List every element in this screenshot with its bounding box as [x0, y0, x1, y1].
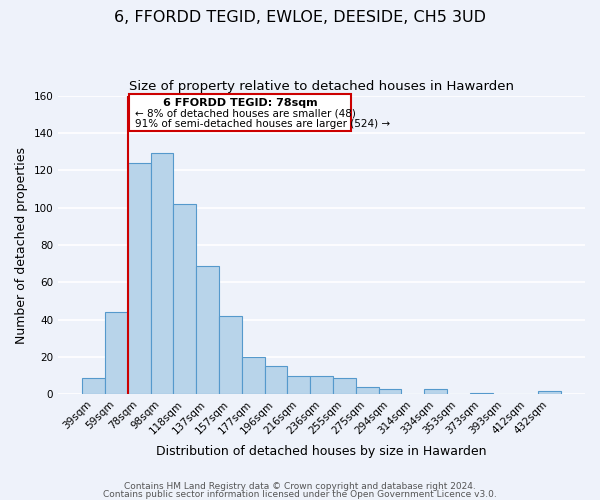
Bar — [424, 389, 447, 394]
FancyBboxPatch shape — [129, 94, 351, 131]
Title: Size of property relative to detached houses in Hawarden: Size of property relative to detached ho… — [129, 80, 514, 93]
Text: Contains HM Land Registry data © Crown copyright and database right 2024.: Contains HM Land Registry data © Crown c… — [124, 482, 476, 491]
Bar — [219, 316, 242, 394]
Bar — [242, 357, 265, 395]
Y-axis label: Number of detached properties: Number of detached properties — [15, 146, 28, 344]
Text: 6, FFORDD TEGID, EWLOE, DEESIDE, CH5 3UD: 6, FFORDD TEGID, EWLOE, DEESIDE, CH5 3UD — [114, 10, 486, 25]
Bar — [173, 204, 196, 394]
Bar — [538, 390, 561, 394]
Bar — [470, 392, 493, 394]
Bar — [128, 163, 151, 394]
X-axis label: Distribution of detached houses by size in Hawarden: Distribution of detached houses by size … — [157, 444, 487, 458]
Bar — [151, 154, 173, 394]
Bar — [82, 378, 105, 394]
Text: 6 FFORDD TEGID: 78sqm: 6 FFORDD TEGID: 78sqm — [163, 98, 317, 108]
Bar — [310, 376, 333, 394]
Bar — [287, 376, 310, 394]
Bar — [196, 266, 219, 394]
Text: 91% of semi-detached houses are larger (524) →: 91% of semi-detached houses are larger (… — [134, 119, 389, 129]
Text: ← 8% of detached houses are smaller (48): ← 8% of detached houses are smaller (48) — [134, 108, 355, 118]
Bar — [356, 387, 379, 394]
Bar — [265, 366, 287, 394]
Text: Contains public sector information licensed under the Open Government Licence v3: Contains public sector information licen… — [103, 490, 497, 499]
Bar — [379, 389, 401, 394]
Bar — [105, 312, 128, 394]
Bar — [333, 378, 356, 394]
